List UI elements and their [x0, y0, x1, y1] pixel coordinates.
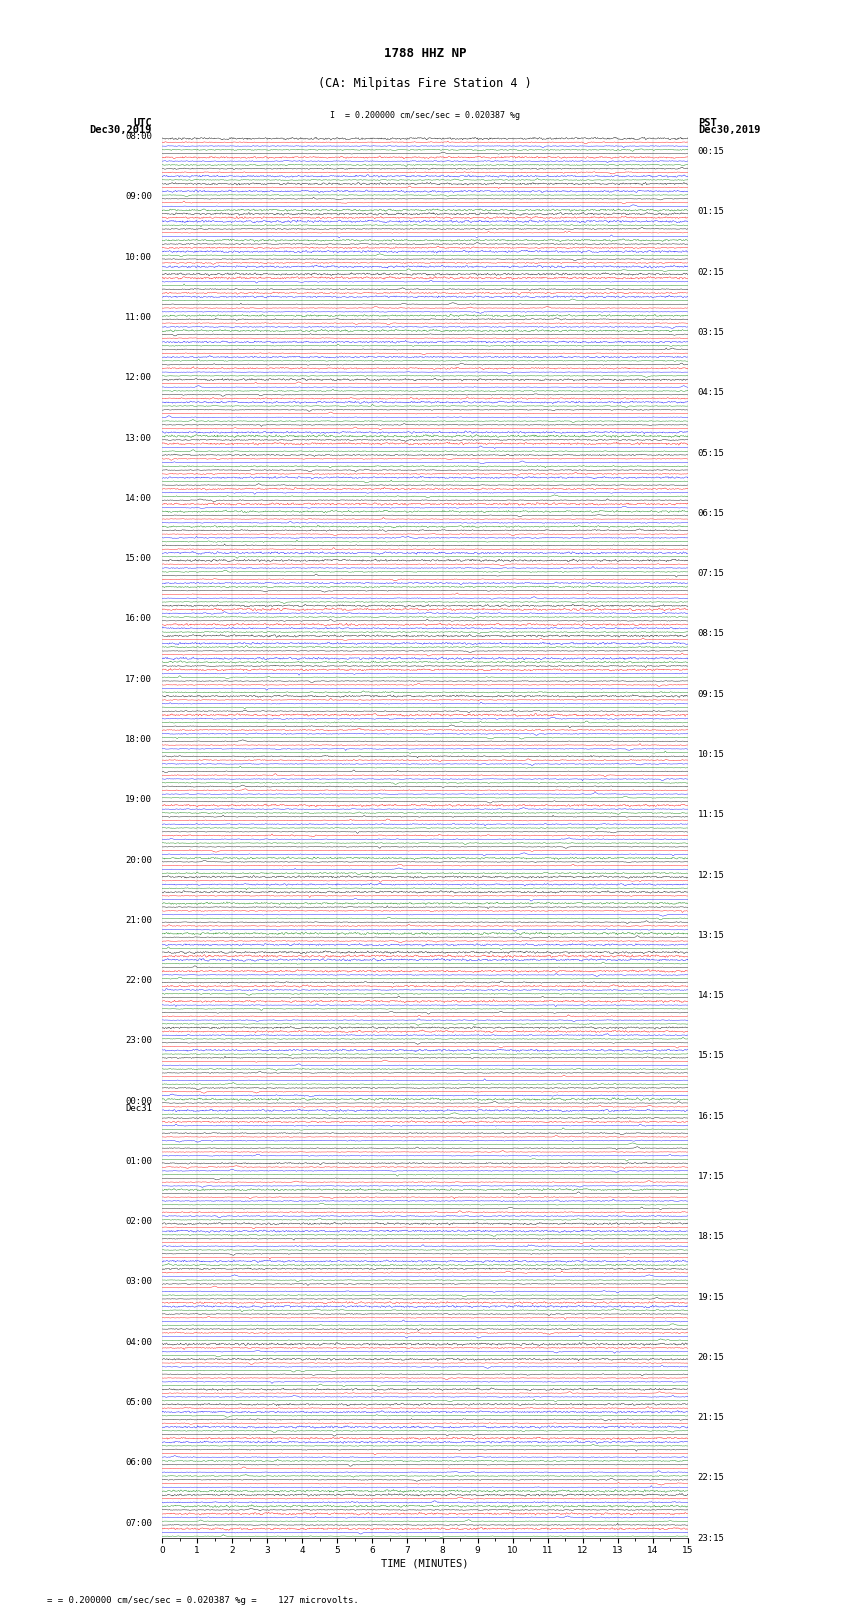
Text: 07:15: 07:15 [698, 569, 725, 577]
Text: 12:00: 12:00 [125, 373, 152, 382]
Text: 05:00: 05:00 [125, 1398, 152, 1407]
Text: 13:00: 13:00 [125, 434, 152, 442]
Text: 05:15: 05:15 [698, 448, 725, 458]
Text: 03:00: 03:00 [125, 1277, 152, 1287]
Text: 23:15: 23:15 [698, 1534, 725, 1542]
Text: 14:15: 14:15 [698, 990, 725, 1000]
Text: 06:00: 06:00 [125, 1458, 152, 1468]
Text: 12:15: 12:15 [698, 871, 725, 879]
Text: 22:00: 22:00 [125, 976, 152, 986]
Text: 22:15: 22:15 [698, 1473, 725, 1482]
Text: = = 0.200000 cm/sec/sec = 0.020387 %g =    127 microvolts.: = = 0.200000 cm/sec/sec = 0.020387 %g = … [47, 1597, 359, 1605]
Text: 07:00: 07:00 [125, 1518, 152, 1528]
Text: 21:15: 21:15 [698, 1413, 725, 1423]
Text: UTC: UTC [133, 118, 152, 127]
Text: 09:15: 09:15 [698, 690, 725, 698]
Text: 03:15: 03:15 [698, 327, 725, 337]
Text: 19:15: 19:15 [698, 1292, 725, 1302]
Text: 00:15: 00:15 [698, 147, 725, 156]
Text: 20:15: 20:15 [698, 1353, 725, 1361]
Text: 16:15: 16:15 [698, 1111, 725, 1121]
Text: Dec31: Dec31 [125, 1105, 152, 1113]
Text: 15:00: 15:00 [125, 555, 152, 563]
Text: 23:00: 23:00 [125, 1036, 152, 1045]
Text: 04:00: 04:00 [125, 1337, 152, 1347]
Text: 09:00: 09:00 [125, 192, 152, 202]
Text: 00:00: 00:00 [125, 1097, 152, 1105]
Text: 11:00: 11:00 [125, 313, 152, 323]
Text: 02:00: 02:00 [125, 1218, 152, 1226]
Text: 01:00: 01:00 [125, 1157, 152, 1166]
Text: 08:15: 08:15 [698, 629, 725, 639]
Text: 18:15: 18:15 [698, 1232, 725, 1242]
Text: Dec30,2019: Dec30,2019 [698, 126, 760, 135]
Text: 10:00: 10:00 [125, 253, 152, 261]
Text: 01:15: 01:15 [698, 208, 725, 216]
Text: I  = 0.200000 cm/sec/sec = 0.020387 %g: I = 0.200000 cm/sec/sec = 0.020387 %g [330, 111, 520, 119]
Text: 17:15: 17:15 [698, 1173, 725, 1181]
Text: Dec30,2019: Dec30,2019 [90, 126, 152, 135]
Text: (CA: Milpitas Fire Station 4 ): (CA: Milpitas Fire Station 4 ) [318, 77, 532, 90]
Text: 18:00: 18:00 [125, 736, 152, 744]
Text: 16:00: 16:00 [125, 615, 152, 623]
Text: 14:00: 14:00 [125, 494, 152, 503]
Text: 06:15: 06:15 [698, 508, 725, 518]
Text: 02:15: 02:15 [698, 268, 725, 277]
Text: PST: PST [698, 118, 717, 127]
Text: 17:00: 17:00 [125, 674, 152, 684]
Text: 11:15: 11:15 [698, 810, 725, 819]
Text: 20:00: 20:00 [125, 855, 152, 865]
Text: 08:00: 08:00 [125, 132, 152, 140]
Text: 13:15: 13:15 [698, 931, 725, 940]
Text: 04:15: 04:15 [698, 389, 725, 397]
Text: 15:15: 15:15 [698, 1052, 725, 1060]
Text: 19:00: 19:00 [125, 795, 152, 805]
X-axis label: TIME (MINUTES): TIME (MINUTES) [382, 1560, 468, 1569]
Text: 1788 HHZ NP: 1788 HHZ NP [383, 47, 467, 60]
Text: 10:15: 10:15 [698, 750, 725, 760]
Text: 21:00: 21:00 [125, 916, 152, 924]
